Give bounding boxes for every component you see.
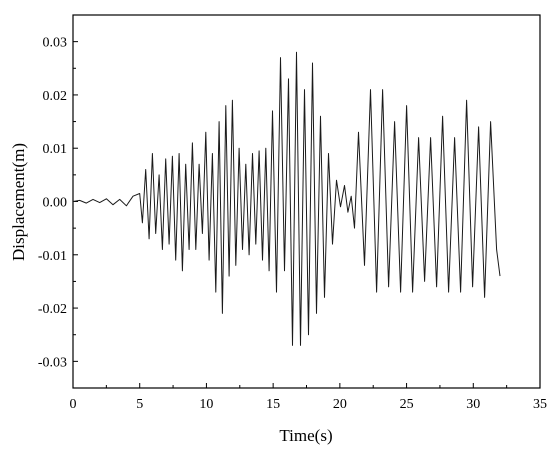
- y-axis-title: Displacement(m): [9, 143, 28, 261]
- x-tick-label-0: 0: [70, 397, 77, 412]
- series-line-0: [72, 51, 501, 346]
- y-tick-label-2: -0.01: [38, 249, 67, 264]
- y-tick-label-0: -0.03: [38, 355, 67, 370]
- y-tick-label-3: 0.00: [43, 196, 68, 211]
- y-tick-label-5: 0.02: [43, 89, 68, 104]
- x-tick-label-4: 20: [333, 397, 347, 412]
- y-tick-label-4: 0.01: [43, 142, 68, 157]
- x-tick-label-5: 25: [400, 397, 414, 412]
- x-tick-label-1: 5: [136, 397, 143, 412]
- y-tick-label-1: -0.02: [38, 302, 67, 317]
- x-tick-label-6: 30: [466, 397, 480, 412]
- y-tick-label-6: 0.03: [43, 36, 68, 51]
- x-axis-title: Time(s): [279, 426, 332, 445]
- x-tick-label-2: 10: [199, 397, 213, 412]
- x-tick-label-3: 15: [266, 397, 280, 412]
- x-tick-label-7: 35: [533, 397, 547, 412]
